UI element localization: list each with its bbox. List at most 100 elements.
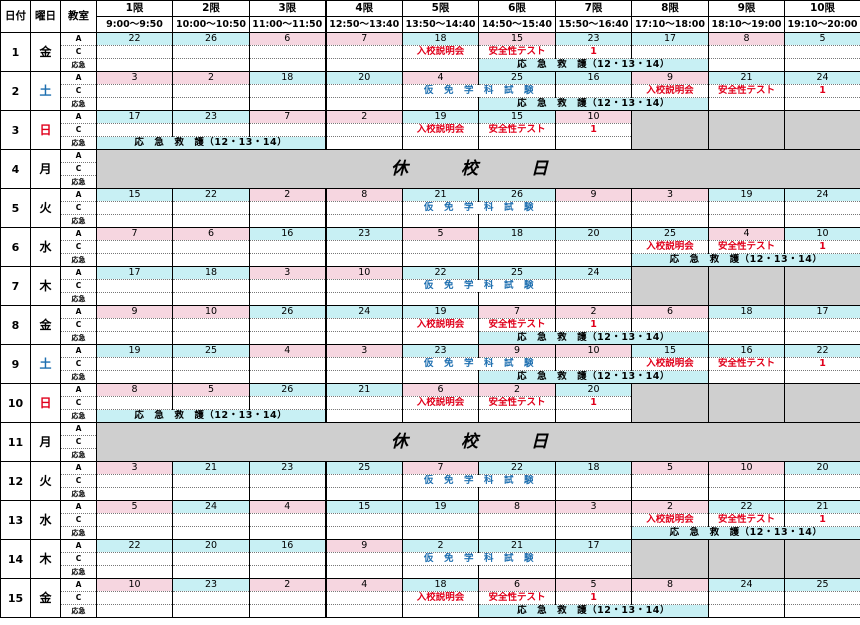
lesson-cell: 19	[402, 305, 479, 319]
row-c: C 入校説明会 安全性テスト 1	[1, 240, 860, 254]
weekday-cell: 火	[30, 188, 61, 228]
table-header: 日付 曜日 教室 1限 2限 3限 4限 5限 6限 7限 8限 9限 10限 …	[0, 0, 860, 33]
lesson-cell: 5	[172, 383, 250, 397]
empty-cell	[96, 513, 173, 527]
empty-cell	[172, 604, 250, 618]
room-label-a: A	[60, 305, 97, 319]
empty-cell	[784, 214, 860, 228]
lesson-cell: 9	[96, 305, 173, 319]
lesson-cell: 15	[478, 110, 556, 124]
room-label-c: C	[60, 318, 97, 332]
lesson-cell: 21	[708, 71, 785, 85]
empty-cell	[324, 136, 403, 150]
empty-cell	[96, 253, 173, 267]
lesson-cell: 2	[631, 500, 709, 514]
lesson-cell: 24	[555, 266, 632, 280]
lesson-cell: 25	[631, 227, 709, 241]
empty-cell	[324, 370, 403, 384]
date-cell: 15	[0, 578, 31, 618]
period-time-10: 19:10〜20:00	[784, 16, 860, 33]
class-number: 1	[555, 45, 632, 59]
lesson-cell: 23	[249, 461, 326, 475]
lesson-cell: 7	[402, 461, 479, 475]
period-header-3: 3限	[249, 0, 326, 17]
empty-cell	[96, 84, 173, 98]
lesson-cell: 16	[249, 539, 326, 553]
aptitude-test: 安全性テスト	[708, 84, 785, 98]
lesson-cell: 25	[324, 461, 403, 475]
weekday-cell: 火	[30, 461, 61, 501]
room-label-c: C	[60, 45, 97, 59]
date-cell: 1	[0, 32, 31, 72]
lesson-cell: 8	[708, 32, 785, 46]
empty-cell	[784, 604, 860, 618]
provisional-exam-note: 仮 免 学 科 試 験	[402, 552, 556, 566]
empty-cell	[172, 552, 250, 566]
lesson-cell: 2	[249, 188, 326, 202]
date-cell: 2	[0, 71, 31, 111]
lesson-cell: 17	[96, 266, 173, 280]
room-label-emergency: 応急	[60, 565, 97, 579]
weekday-cell: 土	[30, 344, 61, 384]
weekday-cell: 金	[30, 578, 61, 618]
lesson-cell: 17	[96, 110, 173, 124]
room-label-c: C	[60, 474, 97, 488]
lesson-cell: 22	[478, 461, 556, 475]
empty-cell	[249, 292, 326, 306]
empty-cell	[96, 201, 173, 215]
row-emergency: 応急	[1, 487, 860, 501]
empty-cell	[631, 318, 709, 332]
lesson-cell: 6	[631, 305, 709, 319]
empty-cell	[249, 253, 326, 267]
empty-cell	[784, 474, 860, 488]
empty-cell	[478, 513, 556, 527]
lesson-cell: 18	[555, 461, 632, 475]
lesson-cell	[708, 383, 785, 423]
empty-cell	[402, 253, 479, 267]
lesson-cell: 26	[249, 305, 326, 319]
room-label-emergency: 応急	[60, 409, 97, 423]
lesson-cell: 4	[324, 578, 403, 592]
period-time-5: 13:50〜14:40	[402, 16, 479, 33]
room-header: 教室	[60, 0, 97, 33]
orientation-session: 入校説明会	[402, 318, 479, 332]
lesson-cell	[784, 266, 860, 306]
empty-cell	[96, 552, 173, 566]
first-aid-note: 応 急 救 護（12・13・14）	[96, 409, 326, 423]
room-label-c: C	[60, 513, 97, 527]
room-label-c: C	[60, 396, 97, 410]
room-label-emergency: 応急	[60, 370, 97, 384]
empty-cell	[784, 591, 860, 605]
empty-cell	[324, 279, 403, 293]
empty-cell	[478, 409, 556, 423]
period-header-9: 9限	[708, 0, 785, 17]
empty-cell	[172, 201, 250, 215]
lesson-cell: 10	[96, 578, 173, 592]
empty-cell	[708, 97, 785, 111]
empty-cell	[402, 565, 479, 579]
lesson-cell: 10	[555, 110, 632, 124]
lesson-cell: 20	[555, 383, 632, 397]
row-emergency: 応急 応 急 救 護（12・13・14）	[1, 58, 860, 72]
lesson-cell: 19	[402, 500, 479, 514]
lesson-cell: 21	[402, 188, 479, 202]
empty-cell	[172, 253, 250, 267]
aptitude-test: 安全性テスト	[478, 123, 556, 137]
lesson-cell: 26	[172, 32, 250, 46]
empty-cell	[96, 591, 173, 605]
empty-cell	[555, 526, 632, 540]
empty-cell	[708, 45, 785, 59]
weekday-cell: 木	[30, 539, 61, 579]
lesson-cell: 2	[555, 305, 632, 319]
orientation-session: 入校説明会	[402, 45, 479, 59]
period-header-6: 6限	[478, 0, 556, 17]
lesson-cell: 2	[324, 110, 403, 124]
empty-cell	[249, 318, 326, 332]
first-aid-note: 応 急 救 護（12・13・14）	[478, 331, 709, 345]
row-emergency: 応急	[1, 292, 860, 306]
empty-cell	[555, 565, 632, 579]
